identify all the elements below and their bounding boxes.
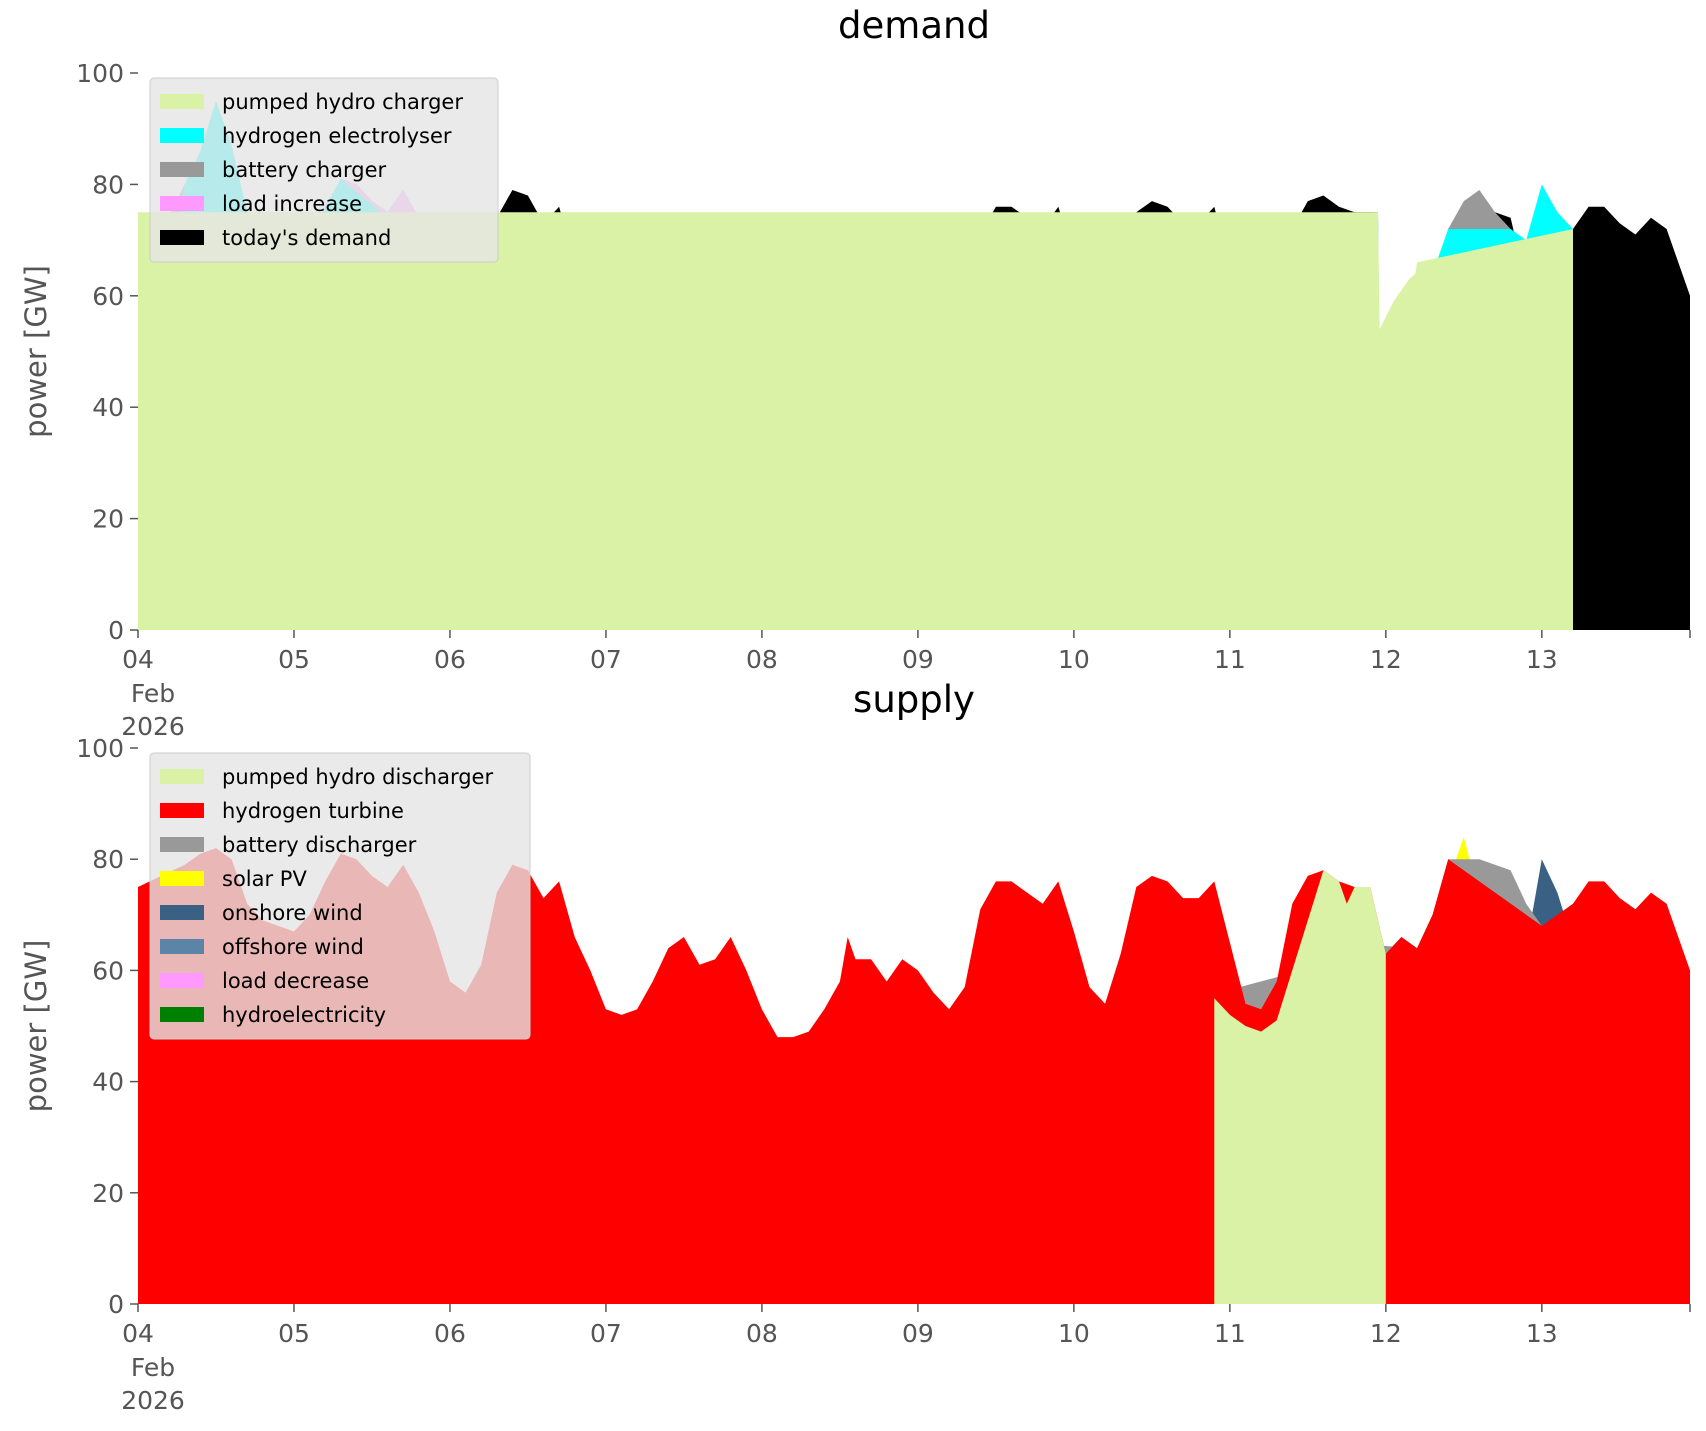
- legend-label: load decrease: [222, 969, 369, 993]
- y-tick-label: 20: [92, 1179, 124, 1208]
- x-tick-label: 10: [1058, 645, 1090, 674]
- x-tick-year: 2026: [121, 1386, 185, 1415]
- legend-frame: [149, 77, 499, 263]
- y-tick-label: 40: [92, 1068, 124, 1097]
- area-series-pumped-hydro-discharger: [1214, 870, 1386, 1304]
- x-tick-label: 09: [902, 1319, 934, 1348]
- x-tick-label: 05: [278, 645, 310, 674]
- legend: pumped hydro discharger hydrogen turbine b…: [149, 752, 531, 1040]
- x-tick-label: 05: [278, 1319, 310, 1348]
- legend-label: load increase: [222, 192, 362, 216]
- legend: pumped hydro charger hydrogen electrolyse…: [149, 77, 499, 263]
- legend-swatch: [160, 769, 204, 784]
- legend-swatch: [160, 162, 204, 177]
- legend-swatch: [160, 871, 204, 886]
- x-tick-label: 09: [902, 645, 934, 674]
- legend-label: offshore wind: [222, 935, 364, 959]
- x-tick-year: 2026: [121, 712, 185, 741]
- legend-label: pumped hydro charger: [222, 90, 463, 114]
- legend-frame: [149, 752, 531, 1040]
- legend-swatch: [160, 803, 204, 818]
- y-tick-label: 100: [76, 734, 124, 763]
- legend-label: onshore wind: [222, 901, 363, 925]
- legend-swatch: [160, 939, 204, 954]
- y-tick-label: 60: [92, 282, 124, 311]
- x-tick-label: 06: [434, 645, 466, 674]
- x-tick-label: 04: [122, 1319, 154, 1348]
- y-axis-label: power [GW]: [19, 265, 53, 438]
- x-tick-label: 07: [590, 1319, 622, 1348]
- chart-title: supply: [853, 678, 975, 721]
- x-tick-label: 04: [122, 645, 154, 674]
- legend-swatch: [160, 1007, 204, 1022]
- x-tick-label: 07: [590, 645, 622, 674]
- legend-label: today's demand: [222, 226, 391, 250]
- area-series-pumped-hydro-charger: [138, 212, 1573, 631]
- legend-label: hydroelectricity: [222, 1003, 386, 1027]
- demand-panel: demand 0 20 40 60 80 100 04 Feb 2026 05 06 07 08 09 10 1…: [19, 4, 1691, 741]
- legend-swatch: [160, 196, 204, 211]
- x-tick-month: Feb: [131, 679, 175, 708]
- legend-swatch: [160, 94, 204, 109]
- x-tick-label: 12: [1370, 645, 1402, 674]
- x-tick-label: 10: [1058, 1319, 1090, 1348]
- legend-swatch: [160, 905, 204, 920]
- x-tick-label: 11: [1214, 1319, 1246, 1348]
- legend-label: solar PV: [222, 867, 307, 891]
- y-tick-label: 0: [108, 616, 124, 645]
- y-tick-label: 0: [108, 1290, 124, 1319]
- x-tick-label: 11: [1214, 645, 1246, 674]
- legend-label: hydrogen electrolyser: [222, 124, 452, 148]
- x-tick-label: 13: [1526, 1319, 1558, 1348]
- chart-title: demand: [838, 4, 990, 47]
- legend-swatch: [160, 230, 204, 245]
- supply-panel: supply 0 20 40 60 80 100 04 Feb 2026 05 06 07 08 09 10 1…: [19, 678, 1691, 1415]
- legend-swatch: [160, 837, 204, 852]
- legend-swatch: [160, 973, 204, 988]
- y-tick-label: 80: [92, 170, 124, 199]
- legend-swatch: [160, 128, 204, 143]
- legend-label: pumped hydro discharger: [222, 765, 493, 789]
- y-tick-label: 100: [76, 59, 124, 88]
- x-tick-label: 06: [434, 1319, 466, 1348]
- legend-label: battery charger: [222, 158, 387, 182]
- x-tick-label: 12: [1370, 1319, 1402, 1348]
- x-tick-label: 08: [746, 1319, 778, 1348]
- legend-label: battery discharger: [222, 833, 417, 857]
- x-tick-label: 13: [1526, 645, 1558, 674]
- legend-label: hydrogen turbine: [222, 799, 404, 823]
- y-tick-label: 20: [92, 505, 124, 534]
- y-tick-label: 60: [92, 956, 124, 985]
- y-tick-label: 40: [92, 393, 124, 422]
- y-axis-label: power [GW]: [19, 940, 53, 1113]
- y-tick-label: 80: [92, 845, 124, 874]
- x-tick-month: Feb: [131, 1353, 175, 1382]
- x-tick-label: 08: [746, 645, 778, 674]
